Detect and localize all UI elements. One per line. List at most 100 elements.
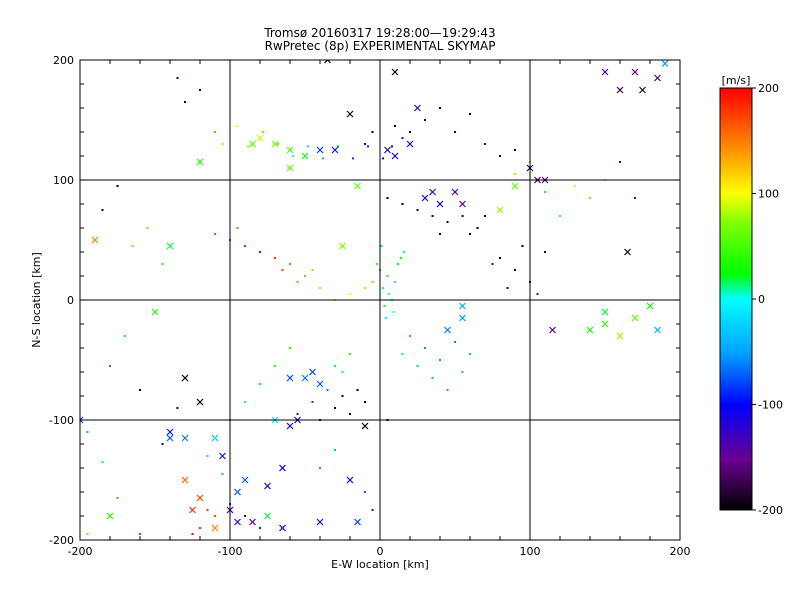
- data-point-dot: [521, 245, 524, 247]
- data-point-dot: [146, 227, 149, 229]
- data-point-dot: [244, 515, 246, 517]
- data-point-x: [361, 422, 369, 430]
- data-point-dot: [397, 263, 399, 265]
- colorbar: [719, 87, 753, 511]
- data-point-dot: [386, 275, 389, 277]
- data-point-dot: [116, 185, 119, 187]
- data-point-dot: [259, 527, 261, 529]
- data-point-x: [654, 74, 661, 82]
- data-point-dot: [439, 233, 441, 235]
- data-point-dot: [307, 145, 309, 148]
- data-point-x: [196, 158, 204, 166]
- data-point-dot: [431, 377, 434, 379]
- data-point-x: [286, 374, 294, 382]
- data-point-x: [301, 152, 309, 160]
- data-point-x: [616, 86, 624, 94]
- data-point-dot: [394, 125, 396, 127]
- data-point-dot: [326, 389, 329, 391]
- colorbar-label: [m/s]: [722, 74, 751, 87]
- data-point-dot: [124, 335, 126, 337]
- data-point-dot: [589, 197, 591, 199]
- data-point-x: [616, 332, 624, 340]
- data-point-dot: [371, 281, 374, 283]
- data-point-x: [391, 152, 399, 160]
- data-point-dot: [469, 233, 471, 235]
- data-point-x: [549, 326, 556, 334]
- data-point-dot: [131, 245, 134, 247]
- data-point-x: [316, 518, 324, 526]
- data-point-x: [586, 326, 594, 334]
- data-point-dot: [139, 389, 141, 391]
- data-point-x: [264, 482, 271, 490]
- data-point-dot: [349, 413, 351, 415]
- data-point-dot: [292, 155, 294, 157]
- axis-ticks: -200-200 -100 -100 0 0 100 100 200 200: [49, 54, 690, 558]
- x-tick-label: 200: [670, 545, 691, 558]
- data-point-dot: [86, 431, 89, 433]
- data-point-x: [181, 476, 189, 484]
- data-point-dot: [416, 209, 419, 211]
- data-point-x: [624, 248, 631, 256]
- grid: [80, 60, 680, 540]
- data-point-dot: [221, 473, 224, 475]
- data-point-dot: [191, 533, 194, 535]
- data-point-x: [91, 236, 99, 244]
- data-point-x: [316, 146, 324, 154]
- data-point-dot: [199, 527, 201, 529]
- x-tick-label: -200: [68, 545, 93, 558]
- data-point-dot: [311, 269, 314, 271]
- data-point-dot: [619, 161, 621, 163]
- data-point-dot: [383, 305, 386, 307]
- data-point-dot: [364, 287, 366, 289]
- data-point-dot: [247, 145, 249, 148]
- data-point-dot: [349, 353, 351, 355]
- data-point-dot: [491, 263, 494, 265]
- data-point-x: [301, 374, 309, 382]
- data-point-dot: [454, 131, 456, 133]
- data-point-x: [166, 428, 174, 436]
- data-point-dot: [364, 143, 366, 145]
- data-point-dot: [409, 335, 411, 337]
- data-point-dot: [161, 443, 164, 445]
- data-point-x: [316, 380, 324, 388]
- data-point-x: [151, 308, 159, 316]
- data-point-dot: [236, 227, 239, 229]
- data-point-x: [421, 194, 429, 202]
- data-point-x: [256, 134, 264, 142]
- data-point-dot: [214, 131, 216, 133]
- data-point-dot: [392, 311, 395, 313]
- data-point-x: [249, 518, 256, 526]
- data-point-dot: [262, 131, 264, 133]
- data-point-x: [451, 188, 459, 196]
- data-point-dot: [574, 185, 576, 187]
- data-point-dot: [388, 293, 390, 295]
- data-point-x: [459, 302, 466, 310]
- data-point-dot: [400, 257, 402, 259]
- y-tick-label: 200: [53, 54, 74, 67]
- data-point-dot: [371, 509, 374, 511]
- data-point-dot: [424, 347, 426, 349]
- colorbar-tick-label: 200: [758, 82, 779, 95]
- data-point-dot: [356, 389, 359, 391]
- data-point-x: [639, 86, 646, 94]
- data-point-x: [646, 302, 654, 310]
- data-point-dot: [244, 245, 246, 247]
- data-point-dot: [199, 89, 201, 91]
- data-point-dot: [352, 157, 354, 160]
- data-point-x: [324, 60, 331, 64]
- data-point-dot: [337, 145, 339, 148]
- data-point-dot: [349, 293, 351, 295]
- data-point-dot: [424, 119, 426, 121]
- data-point-dot: [296, 281, 299, 283]
- data-point-dot: [386, 197, 389, 199]
- data-point-x: [414, 104, 421, 112]
- data-point-dot: [322, 157, 324, 160]
- data-point-dot: [401, 137, 404, 139]
- colorbar-ticks: -200 -100 0 100 200: [752, 82, 783, 517]
- data-point-dot: [244, 401, 246, 403]
- data-point-x: [279, 524, 286, 532]
- data-point-dot: [214, 437, 216, 439]
- data-point-x: [234, 518, 241, 526]
- x-tick-label: 0: [377, 545, 384, 558]
- data-point-dot: [319, 467, 321, 469]
